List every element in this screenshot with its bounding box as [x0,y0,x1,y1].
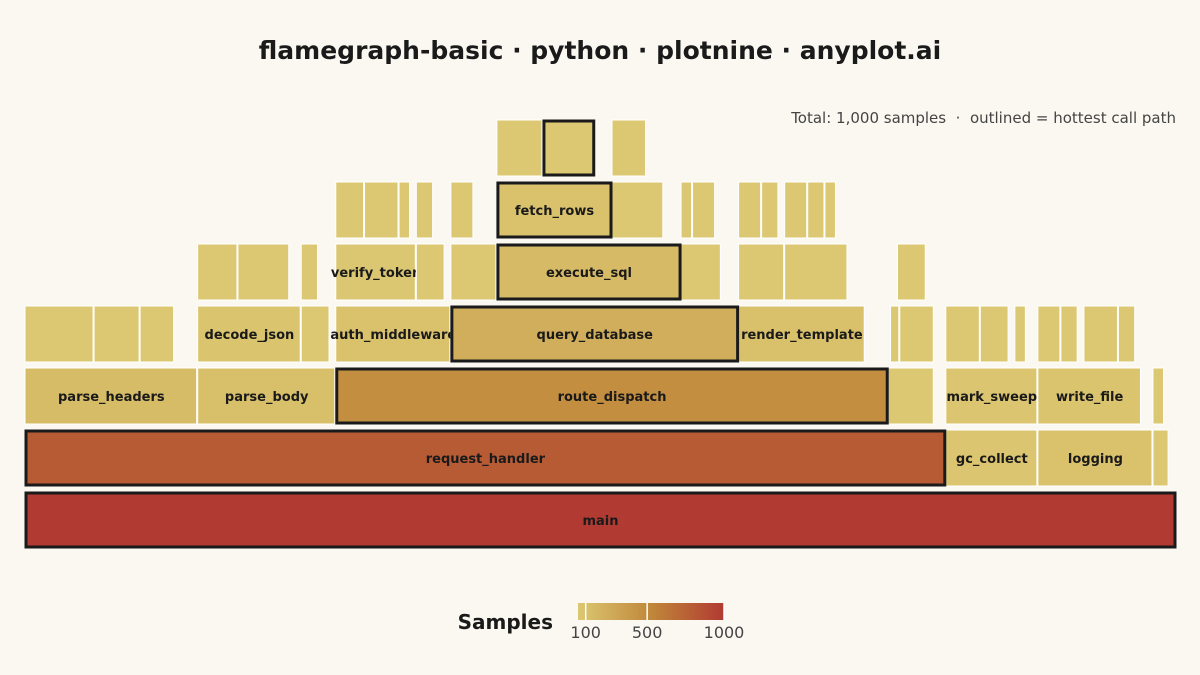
frame-label-verify-token: verify_token [331,266,421,281]
frame-d5-44[interactable] [450,181,474,239]
frame-render-template[interactable] [738,305,865,363]
frame-d3-24[interactable] [1014,305,1026,363]
frame-d5-49[interactable] [738,181,762,239]
frame-d5-53[interactable] [824,181,836,239]
frame-parse-headers[interactable] [24,367,198,425]
frame-mark-sweep[interactable] [945,367,1038,425]
frame-logging[interactable] [1037,429,1153,487]
legend-ticks: 100 500 1000 [570,603,744,642]
frame-main[interactable] [24,491,1176,549]
frame-d3-16[interactable] [300,305,330,363]
frame-d3-12[interactable] [24,305,94,363]
frame-d4-33[interactable] [415,243,445,301]
hot-path-outline-execute-sql [496,243,682,301]
frame-label-gc-collect: gc_collect [956,452,1028,467]
frame-d2-8[interactable] [887,367,934,425]
hot-path-outline-request-handler [24,429,947,487]
frame-auth-middleware[interactable] [335,305,451,363]
frame-label-parse-body: parse_body [225,390,309,405]
color-legend: Samples 100 500 1000 [458,603,744,642]
frame-d4-34[interactable] [450,243,497,301]
frame-d3-27[interactable] [1083,305,1118,363]
frame-d5-47[interactable] [680,181,693,239]
frame-label-logging: logging [1068,452,1123,467]
flame-frames: main request_handler gc_collect logging pars… [24,119,1177,549]
hot-path-outline-route-dispatch [335,367,889,425]
hot-path-outline-main [24,491,1177,549]
frame-d3-21[interactable] [899,305,934,363]
frame-d5-42[interactable] [398,181,411,239]
frame-d5-51[interactable] [784,181,808,239]
frame-d5-50[interactable] [761,181,779,239]
frame-d5-40[interactable] [335,181,365,239]
frame-d5-48[interactable] [692,181,716,239]
frame-request-handler[interactable] [24,429,946,487]
frame-d6-56[interactable] [611,119,647,177]
frame-d5-41[interactable] [364,181,399,239]
legend-colorbar [578,603,724,620]
hot-path-outline-query-database [450,305,740,363]
frame-d4-38[interactable] [784,243,848,301]
frame-d2-11[interactable] [1152,367,1164,425]
frame-label-mark-sweep: mark_sweep [947,390,1038,405]
frame-d3-28[interactable] [1117,305,1136,363]
frame-label-request-handler: request_handler [426,452,546,467]
frame-d5-46[interactable] [611,181,664,239]
frame-label-main: main [582,514,618,529]
frame-d6-55[interactable] [542,119,595,177]
frame-label-auth-middleware: auth_middleware [330,328,456,343]
hot-path-outline-d6-55 [542,119,596,177]
frame-label-write-file: write_file [1056,390,1124,405]
frame-label-query-database: query_database [537,328,654,343]
frame-d3-25[interactable] [1037,305,1061,363]
frame-d5-52[interactable] [807,181,825,239]
frame-decode-json[interactable] [197,305,301,363]
chart-title: flamegraph-basic · python · plotnine · a… [259,36,941,65]
frame-parse-body[interactable] [197,367,336,425]
frame-label-execute-sql: execute_sql [546,266,632,281]
frame-execute-sql[interactable] [496,243,681,301]
frame-d4-39[interactable] [896,243,926,301]
frame-d3-26[interactable] [1060,305,1078,363]
legend-title: Samples [458,610,553,634]
frame-d1-4[interactable] [1152,429,1169,487]
frame-d4-37[interactable] [738,243,785,301]
frame-d3-13[interactable] [93,305,140,363]
legend-tick-label: 500 [632,623,663,642]
frame-verify-token[interactable] [335,243,416,301]
hot-path-outline-fetch-rows [496,181,613,239]
frame-d4-36[interactable] [680,243,721,301]
frame-label-parse-headers: parse_headers [58,390,165,405]
frame-write-file[interactable] [1037,367,1141,425]
frame-d4-30[interactable] [237,243,290,301]
frame-gc-collect[interactable] [945,429,1038,487]
legend-tick-label: 100 [570,623,601,642]
legend-tick-label: 1000 [704,623,745,642]
frame-query-database[interactable] [450,305,739,363]
frame-d5-43[interactable] [415,181,434,239]
frame-label-route-dispatch: route_dispatch [558,390,667,405]
frame-label-decode-json: decode_json [205,328,295,343]
frame-label-render-template: render_template [741,328,863,343]
frame-d3-22[interactable] [945,305,980,363]
frame-d3-20[interactable] [890,305,900,363]
chart-annotation: Total: 1,000 samples · outlined = hottes… [790,109,1176,127]
frame-d4-29[interactable] [197,243,238,301]
frame-d3-23[interactable] [979,305,1009,363]
frame-d4-31[interactable] [300,243,318,301]
frame-d3-14[interactable] [139,305,175,363]
frame-label-fetch-rows: fetch_rows [515,204,595,219]
frame-d6-54[interactable] [496,119,543,177]
